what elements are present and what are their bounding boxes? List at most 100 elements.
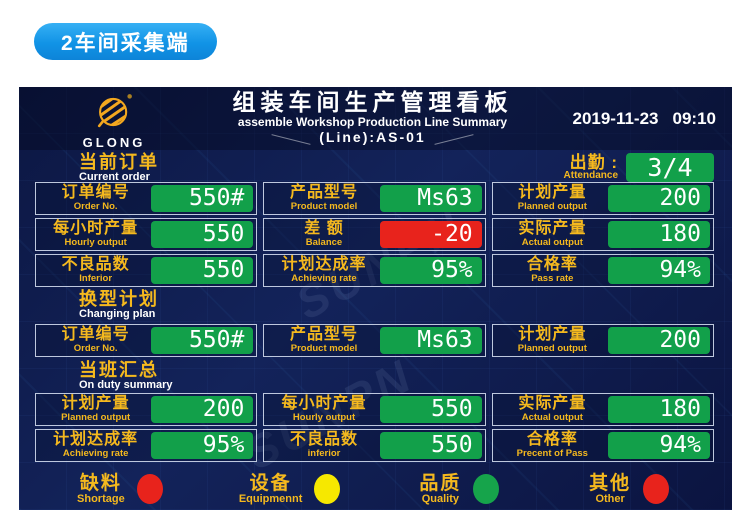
cell-value: 550 — [379, 432, 482, 459]
cell-value: 550 — [151, 221, 254, 248]
cell-label-en: Hourly output — [64, 237, 127, 249]
cell-label-en: Achieving rate — [291, 273, 357, 285]
datetime: 2019-11-23 09:10 — [536, 109, 732, 129]
cell-label-en: Planned output — [517, 201, 587, 213]
cell-label-en: Achieving rate — [62, 448, 129, 460]
cell-value: 550 — [151, 257, 254, 284]
status-light-icon — [314, 474, 341, 504]
attendance-label-cn: 出勤 : — [569, 153, 618, 172]
cell-value: 94% — [607, 432, 710, 459]
status-row: 缺料 Shortage 设备 Equipmennt 品质 Quality 其他 Othe… — [35, 471, 714, 507]
line-label: (Line):AS-01 — [293, 130, 451, 145]
cell-value: 550 — [379, 396, 482, 423]
cell-label-cn: 订单编号 — [61, 326, 130, 344]
cell-label-en: Product model — [290, 201, 358, 213]
cell-label-en: Pass rate — [531, 273, 574, 285]
cell-label-cn: 差 额 — [304, 220, 344, 238]
cell-achieving-rate: 计划达成率 Achieving rate 95% — [35, 429, 258, 462]
cell-value: Ms63 — [379, 185, 482, 212]
cell-product-model: 产品型号 Product model Ms63 — [263, 324, 486, 357]
cell-product-model: 产品型号 Product model Ms63 — [263, 182, 486, 215]
cell-value: 180 — [607, 396, 710, 423]
attendance-label: 出勤 : Attendance — [564, 154, 618, 181]
cell-label-cn: 不良品数 — [61, 256, 130, 274]
cell-label-cn: 每小时产量 — [53, 220, 139, 238]
cell-pass-rate: 合格率 Precent of Pass 94% — [491, 429, 714, 462]
cell-label-en: Planned output — [61, 412, 131, 424]
cell-planned-output: 计划产量 Planned output 200 — [491, 324, 714, 357]
cell-label-en: Balance — [305, 237, 343, 249]
cell-label-en: Precent of Pass — [516, 448, 588, 460]
attendance: 出勤 : Attendance 3/4 — [564, 153, 714, 182]
cell-value: 200 — [607, 185, 710, 212]
cell-label-en: Product model — [290, 343, 358, 355]
workshop-tag-badge: 2车间采集端 — [34, 23, 217, 60]
status-label-en: Other — [595, 492, 625, 505]
cell-value: Ms63 — [379, 327, 482, 354]
cell-label-en: Actual output — [521, 237, 583, 249]
cell-order-no: 订单编号 Order No. 550# — [35, 324, 258, 357]
on-duty-grid: 计划产量 Planned output 200 每小时产量 Hourly outpu… — [35, 393, 714, 462]
status-label-cn: 设备 — [249, 472, 292, 494]
cell-label-cn: 计划产量 — [61, 395, 130, 413]
time-text: 09:10 — [672, 108, 716, 128]
date-text: 2019-11-23 — [572, 108, 659, 128]
logo: GLONG — [19, 88, 209, 150]
cell-label-en: inferior — [307, 448, 341, 460]
cell-label-en: Inferior — [79, 273, 113, 285]
board-title-block: 组装车间生产管理看板 assemble Workshop Production … — [209, 90, 536, 147]
cell-value: 200 — [607, 327, 710, 354]
cell-inferior: 不良品数 Inferior 550 — [35, 254, 258, 287]
status-item-quality: 品质 Quality — [375, 471, 545, 507]
logo-text: GLONG — [82, 134, 146, 150]
section-changing-plan: 换型计划 Changing plan — [79, 290, 159, 320]
cell-label-cn: 实际产量 — [518, 395, 587, 413]
cell-label-en: Hourly output — [292, 412, 356, 424]
cell-value: -20 — [379, 221, 482, 248]
production-dashboard: SUNPN SUNPN — [19, 87, 732, 510]
cell-actual-output: 实际产量 Actual output 180 — [491, 218, 714, 251]
section-label-cn: 当班汇总 — [79, 360, 159, 380]
status-label-cn: 缺料 — [79, 472, 122, 494]
cell-label-cn: 合格率 — [526, 256, 578, 274]
section-label-cn: 当前订单 — [79, 151, 159, 172]
status-item-other: 其他 Other — [544, 471, 714, 507]
cell-planned-output: 计划产量 Planned output 200 — [491, 182, 714, 215]
current-order-header-row: 当前订单 Current order 出勤 : Attendance 3/4 — [35, 151, 714, 184]
cell-hourly-output: 每小时产量 Hourly output 550 — [263, 393, 486, 426]
status-item-shortage: 缺料 Shortage — [35, 471, 205, 507]
cell-actual-output: 实际产量 Actual output 180 — [491, 393, 714, 426]
cell-label-cn: 产品型号 — [289, 326, 358, 344]
cell-label-en: Order No. — [73, 201, 118, 213]
cell-balance: 差 额 Balance -20 — [263, 218, 486, 251]
status-light-icon — [136, 474, 163, 504]
cell-label-cn: 不良品数 — [289, 431, 358, 449]
cell-label-cn: 计划产量 — [518, 184, 587, 202]
cell-value: 180 — [607, 221, 710, 248]
status-label-en: Shortage — [77, 492, 125, 505]
cell-achieving-rate: 计划达成率 Achieving rate 95% — [263, 254, 486, 287]
cell-label-cn: 计划产量 — [518, 326, 587, 344]
status-light-icon — [473, 474, 500, 504]
cell-value: 94% — [607, 257, 710, 284]
attendance-label-en: Attendance — [563, 170, 618, 181]
status-label-en: Equipmennt — [238, 492, 303, 505]
cell-label-cn: 实际产量 — [518, 220, 587, 238]
changing-plan-grid: 订单编号 Order No. 550# 产品型号 Product model Ms6… — [35, 324, 714, 357]
cell-label-cn: 合格率 — [526, 431, 578, 449]
cell-value: 550# — [151, 327, 254, 354]
cell-label-en: Planned output — [517, 343, 587, 355]
cell-label-cn: 计划达成率 — [53, 431, 139, 449]
status-label-cn: 品质 — [419, 472, 462, 494]
attendance-value: 3/4 — [626, 153, 714, 182]
section-current-order: 当前订单 Current order — [79, 153, 159, 183]
cell-label-en: Order No. — [73, 343, 118, 355]
cell-label-en: Actual output — [521, 412, 583, 424]
section-label-en: Changing plan — [79, 308, 156, 320]
board-subtitle: assemble Workshop Production Line Summar… — [237, 115, 508, 130]
cell-label-cn: 订单编号 — [61, 184, 130, 202]
cell-pass-rate: 合格率 Pass rate 94% — [491, 254, 714, 287]
status-label-cn: 其他 — [589, 472, 632, 494]
glong-logo-icon — [93, 92, 135, 137]
cell-inferior: 不良品数 inferior 550 — [263, 429, 486, 462]
